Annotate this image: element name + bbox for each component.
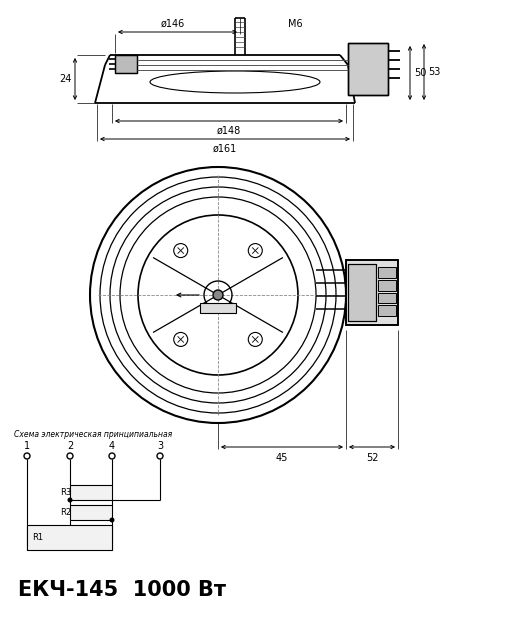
- Bar: [378, 280, 396, 291]
- Text: 4: 4: [109, 441, 115, 451]
- Bar: [200, 303, 236, 313]
- Text: R3: R3: [60, 488, 71, 497]
- Bar: [115, 55, 137, 73]
- Bar: [346, 260, 398, 325]
- Circle shape: [68, 497, 72, 502]
- Bar: [70, 505, 112, 520]
- Bar: [378, 292, 396, 303]
- Text: ø161: ø161: [213, 144, 237, 154]
- Bar: [27, 525, 112, 550]
- Text: 3: 3: [157, 441, 163, 451]
- Bar: [348, 264, 376, 321]
- Text: R1: R1: [32, 533, 43, 542]
- Text: 45: 45: [276, 453, 288, 463]
- Bar: [348, 264, 376, 321]
- Text: 50: 50: [414, 68, 426, 78]
- Text: M6: M6: [288, 19, 302, 29]
- Text: Схема электрическая принципиальная: Схема электрическая принципиальная: [14, 430, 172, 439]
- Circle shape: [110, 518, 114, 523]
- Bar: [378, 305, 396, 316]
- Text: 1: 1: [24, 441, 30, 451]
- Text: 53: 53: [428, 67, 440, 77]
- Bar: [70, 485, 112, 500]
- Bar: [378, 267, 396, 278]
- Bar: [348, 43, 388, 95]
- Circle shape: [213, 290, 223, 300]
- Text: ЕКЧ-145  1000 Вт: ЕКЧ-145 1000 Вт: [18, 580, 226, 600]
- Text: 52: 52: [366, 453, 378, 463]
- Text: R2: R2: [60, 508, 71, 517]
- Bar: [346, 260, 398, 325]
- Text: 2: 2: [67, 441, 73, 451]
- Text: 24: 24: [59, 74, 71, 84]
- Text: ø148: ø148: [217, 126, 241, 136]
- Bar: [348, 43, 388, 95]
- Text: ø146: ø146: [160, 19, 185, 29]
- Bar: [115, 55, 137, 73]
